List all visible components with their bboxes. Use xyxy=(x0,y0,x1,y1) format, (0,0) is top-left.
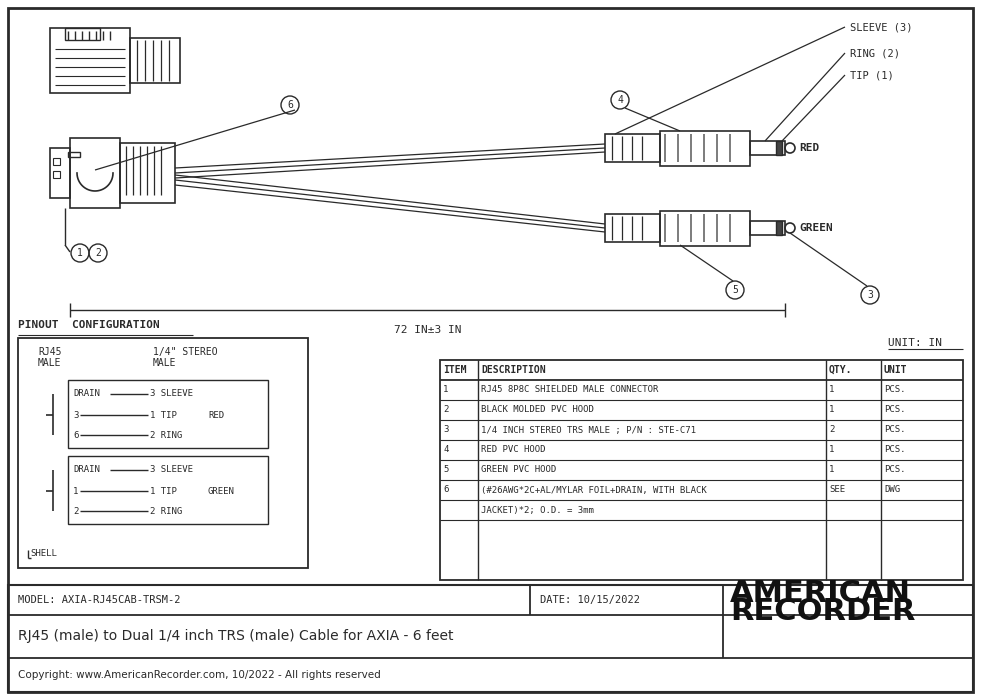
Text: RING (2): RING (2) xyxy=(850,48,900,58)
Text: 1: 1 xyxy=(829,405,835,414)
Text: 3 SLEEVE: 3 SLEEVE xyxy=(150,466,193,475)
Text: RJ45: RJ45 xyxy=(38,347,62,357)
Text: 1: 1 xyxy=(77,248,83,258)
Text: 1: 1 xyxy=(443,386,448,395)
Text: 2: 2 xyxy=(95,248,101,258)
Text: 6: 6 xyxy=(287,100,293,110)
Text: ITEM: ITEM xyxy=(443,365,467,375)
Bar xyxy=(65,28,100,40)
Bar xyxy=(660,131,750,166)
Text: DATE: 10/15/2022: DATE: 10/15/2022 xyxy=(540,595,640,605)
Bar xyxy=(605,134,660,162)
Bar xyxy=(53,171,60,178)
Text: 3 SLEEVE: 3 SLEEVE xyxy=(150,389,193,398)
Text: UNIT: IN: UNIT: IN xyxy=(888,338,942,348)
Text: GREEN: GREEN xyxy=(208,486,234,496)
Bar xyxy=(440,360,963,580)
Bar xyxy=(750,221,785,235)
Text: 1: 1 xyxy=(829,466,835,475)
Text: (#26AWG*2C+AL/MYLAR FOIL+DRAIN, WITH BLACK: (#26AWG*2C+AL/MYLAR FOIL+DRAIN, WITH BLA… xyxy=(481,486,706,494)
Bar xyxy=(68,456,268,524)
Text: MALE: MALE xyxy=(153,358,177,368)
Text: 1/4" STEREO: 1/4" STEREO xyxy=(153,347,218,357)
Text: MODEL: AXIA-RJ45CAB-TRSM-2: MODEL: AXIA-RJ45CAB-TRSM-2 xyxy=(18,595,181,605)
Text: PCS.: PCS. xyxy=(884,405,905,414)
Text: 1 TIP: 1 TIP xyxy=(150,486,177,496)
Text: QTY.: QTY. xyxy=(829,365,852,375)
Text: GREEN PVC HOOD: GREEN PVC HOOD xyxy=(481,466,556,475)
Text: AMERICAN: AMERICAN xyxy=(730,578,911,608)
Text: 2 RING: 2 RING xyxy=(150,507,182,515)
Text: MALE: MALE xyxy=(38,358,62,368)
Bar xyxy=(8,585,973,692)
Text: PCS.: PCS. xyxy=(884,386,905,395)
Text: RECORDER: RECORDER xyxy=(730,596,915,626)
Text: 2: 2 xyxy=(443,405,448,414)
Bar xyxy=(130,38,180,83)
Text: 2 RING: 2 RING xyxy=(150,430,182,440)
Text: GREEN: GREEN xyxy=(799,223,833,233)
Text: 6: 6 xyxy=(73,430,78,440)
Text: 1: 1 xyxy=(73,486,78,496)
Text: Copyright: www.AmericanRecorder.com, 10/2022 - All rights reserved: Copyright: www.AmericanRecorder.com, 10/… xyxy=(18,670,381,680)
Text: PCS.: PCS. xyxy=(884,466,905,475)
Bar xyxy=(70,138,120,208)
Text: 3: 3 xyxy=(73,410,78,419)
Text: RJ45 8P8C SHIELDED MALE CONNECTOR: RJ45 8P8C SHIELDED MALE CONNECTOR xyxy=(481,386,658,395)
Text: 4: 4 xyxy=(443,445,448,454)
Text: RED: RED xyxy=(208,410,224,419)
Bar xyxy=(50,148,70,198)
Bar xyxy=(18,338,308,568)
Bar xyxy=(53,158,60,165)
Text: DESCRIPTION: DESCRIPTION xyxy=(481,365,545,375)
Text: RED PVC HOOD: RED PVC HOOD xyxy=(481,445,545,454)
Text: 2: 2 xyxy=(73,507,78,515)
Text: SEE: SEE xyxy=(829,486,845,494)
Text: 72 IN±3 IN: 72 IN±3 IN xyxy=(393,325,461,335)
Text: DWG: DWG xyxy=(884,486,901,494)
Bar xyxy=(120,143,175,203)
Text: 3: 3 xyxy=(867,290,873,300)
Bar xyxy=(776,221,782,235)
Bar xyxy=(50,28,130,93)
Text: PINOUT  CONFIGURATION: PINOUT CONFIGURATION xyxy=(18,320,160,330)
Text: 2: 2 xyxy=(829,426,835,435)
Text: DRAIN: DRAIN xyxy=(73,389,100,398)
Bar xyxy=(68,152,80,157)
Text: PCS.: PCS. xyxy=(884,445,905,454)
Text: 6: 6 xyxy=(443,486,448,494)
Text: TIP (1): TIP (1) xyxy=(850,70,894,80)
Text: 4: 4 xyxy=(617,95,623,105)
Bar xyxy=(750,141,785,155)
Text: PCS.: PCS. xyxy=(884,426,905,435)
Text: 3: 3 xyxy=(443,426,448,435)
Text: SHELL: SHELL xyxy=(30,549,57,557)
Text: RJ45 (male) to Dual 1/4 inch TRS (male) Cable for AXIA - 6 feet: RJ45 (male) to Dual 1/4 inch TRS (male) … xyxy=(18,629,453,643)
Text: 1 TIP: 1 TIP xyxy=(150,410,177,419)
Text: UNIT: UNIT xyxy=(884,365,907,375)
Text: JACKET)*2; O.D. = 3mm: JACKET)*2; O.D. = 3mm xyxy=(481,505,594,514)
Bar xyxy=(68,380,268,448)
Text: SLEEVE (3): SLEEVE (3) xyxy=(850,22,912,32)
Text: 1: 1 xyxy=(829,386,835,395)
Text: 1: 1 xyxy=(829,445,835,454)
Text: 5: 5 xyxy=(732,285,738,295)
Bar xyxy=(776,141,782,155)
Text: BLACK MOLDED PVC HOOD: BLACK MOLDED PVC HOOD xyxy=(481,405,594,414)
Bar xyxy=(660,211,750,246)
Bar xyxy=(605,214,660,242)
Text: RED: RED xyxy=(799,143,819,153)
Text: 1/4 INCH STEREO TRS MALE ; P/N : STE-C71: 1/4 INCH STEREO TRS MALE ; P/N : STE-C71 xyxy=(481,426,696,435)
Text: DRAIN: DRAIN xyxy=(73,466,100,475)
Text: 5: 5 xyxy=(443,466,448,475)
